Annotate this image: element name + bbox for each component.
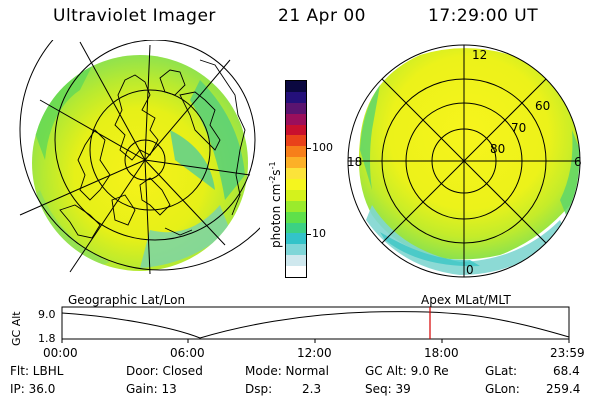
info-glon-value: 259.4 [546, 382, 581, 396]
altitude-curve [61, 311, 570, 339]
colorbar-swatch [286, 113, 306, 125]
colorbar-label-100: 100 [312, 141, 333, 154]
x-tick-0000: 00:00 [43, 346, 78, 360]
unit-s: s [269, 169, 283, 176]
colorbar-swatch [286, 211, 306, 223]
unit-photon-cm: photon cm [269, 183, 283, 248]
mlat-label-60: 60 [535, 99, 550, 113]
x-tick-1800: 18:00 [424, 346, 459, 360]
altitude-plot: 9.0 1.8 GC Alt 00:00 06:00 12:00 18:00 2… [10, 306, 585, 360]
magnetic-caption: Apex MLat/MLT [421, 293, 511, 307]
altitude-y-top: 9.0 [38, 308, 56, 321]
colorbar-swatch [286, 157, 306, 169]
colorbar-label-10: 10 [312, 227, 326, 240]
info-dsp-label: Dsp: [245, 382, 273, 396]
info-mode: Mode: Normal [245, 364, 329, 378]
colorbar-unit-label: photon cm-2s-1 [268, 161, 283, 248]
info-glat-label: GLat: [485, 364, 518, 378]
image-time: 17:29:00 UT [428, 6, 539, 26]
altitude-plot-frame [61, 306, 570, 340]
info-filter: Flt: LBHL [10, 364, 64, 378]
colorbar-swatch [286, 189, 306, 201]
x-tick-2359: 23:59 [550, 346, 585, 360]
colorbar-swatch [286, 168, 306, 179]
mlt-label-6: 6 [574, 155, 582, 169]
colorbar-swatch [286, 124, 306, 136]
magnetic-polar-map: 12 18 6 0 60 70 80 [347, 44, 582, 278]
geographic-grid [19, 40, 260, 275]
geographic-map [19, 40, 260, 275]
geographic-caption: Geographic Lat/Lon [68, 293, 186, 307]
colorbar-swatch [286, 255, 306, 267]
colorbar-swatch [286, 80, 306, 92]
colorbar-swatch [286, 233, 306, 245]
colorbar-swatch [286, 146, 306, 158]
mlt-label-0: 0 [466, 263, 474, 277]
colorbar-swatch [286, 244, 306, 256]
colorbar-swatch [286, 200, 306, 212]
info-door: Door: Closed [126, 364, 203, 378]
x-tick-1200: 12:00 [297, 346, 332, 360]
colorbar-swatch [286, 91, 306, 103]
info-glon-label: GLon: [485, 382, 520, 396]
unit-exp-1: -2 [268, 175, 277, 184]
info-glat-value: 68.4 [553, 364, 580, 378]
instrument-title: Ultraviolet Imager [53, 6, 216, 26]
mlt-label-12: 12 [472, 48, 487, 62]
magnetic-grid [347, 44, 581, 278]
colorbar-swatch [286, 266, 306, 277]
altitude-y-bottom: 1.8 [38, 332, 56, 345]
info-dsp-value: 2.3 [302, 382, 322, 396]
intensity-colorbar [285, 80, 307, 278]
info-seq: Seq: 39 [365, 382, 411, 396]
mlt-label-18: 18 [347, 155, 362, 169]
info-gc-alt: GC Alt: 9.0 Re [365, 364, 449, 378]
colorbar-swatch [286, 102, 306, 114]
mlat-label-70: 70 [511, 121, 526, 135]
mlat-label-80: 80 [490, 142, 505, 156]
colorbar-tick-10 [306, 234, 311, 235]
colorbar-swatch [286, 178, 306, 190]
x-tick-0600: 06:00 [170, 346, 205, 360]
image-date: 21 Apr 00 [278, 6, 366, 26]
info-gain: Gain: 13 [126, 382, 177, 396]
altitude-y-label: GC Alt [10, 311, 23, 346]
unit-exp-2: -1 [268, 161, 277, 170]
colorbar-swatch [286, 135, 306, 147]
colorbar-tick-100 [306, 148, 311, 149]
altitude-x-ticks [61, 339, 570, 343]
colorbar-swatch [286, 222, 306, 234]
info-ip: IP: 36.0 [10, 382, 56, 396]
